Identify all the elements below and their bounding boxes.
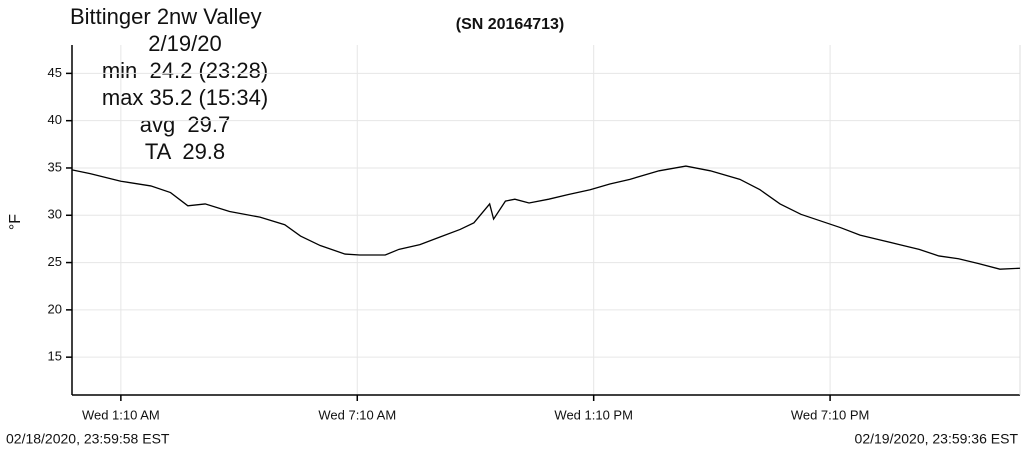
- y-tick-label: 40: [48, 112, 62, 127]
- y-tick-label: 45: [48, 65, 62, 80]
- x-tick-label: Wed 7:10 PM: [791, 407, 870, 422]
- annotation: 2/19/20: [148, 31, 221, 56]
- data-line: [71, 165, 1021, 270]
- x-tick-label: Wed 7:10 AM: [318, 407, 396, 422]
- y-tick-label: 35: [48, 159, 62, 174]
- y-tick-label: 15: [48, 349, 62, 364]
- y-tick-label: 25: [48, 254, 62, 269]
- chart-title: Bittinger 2nw Valley: [70, 4, 262, 29]
- annotation: TA 29.8: [145, 139, 225, 164]
- annotation: max 35.2 (15:34): [102, 85, 268, 110]
- x-tick-label: Wed 1:10 PM: [554, 407, 633, 422]
- x-tick-label: Wed 1:10 AM: [82, 407, 160, 422]
- y-tick-label: 20: [48, 301, 62, 316]
- y-axis-label: °F: [7, 214, 24, 230]
- annotation: avg 29.7: [140, 112, 231, 137]
- end-time: 02/19/2020, 23:59:36 EST: [855, 431, 1019, 447]
- annotation: min 24.2 (23:28): [102, 58, 268, 83]
- start-time: 02/18/2020, 23:59:58 EST: [6, 431, 170, 447]
- chart-subtitle: (SN 20164713): [456, 16, 565, 33]
- y-tick-label: 30: [48, 207, 62, 222]
